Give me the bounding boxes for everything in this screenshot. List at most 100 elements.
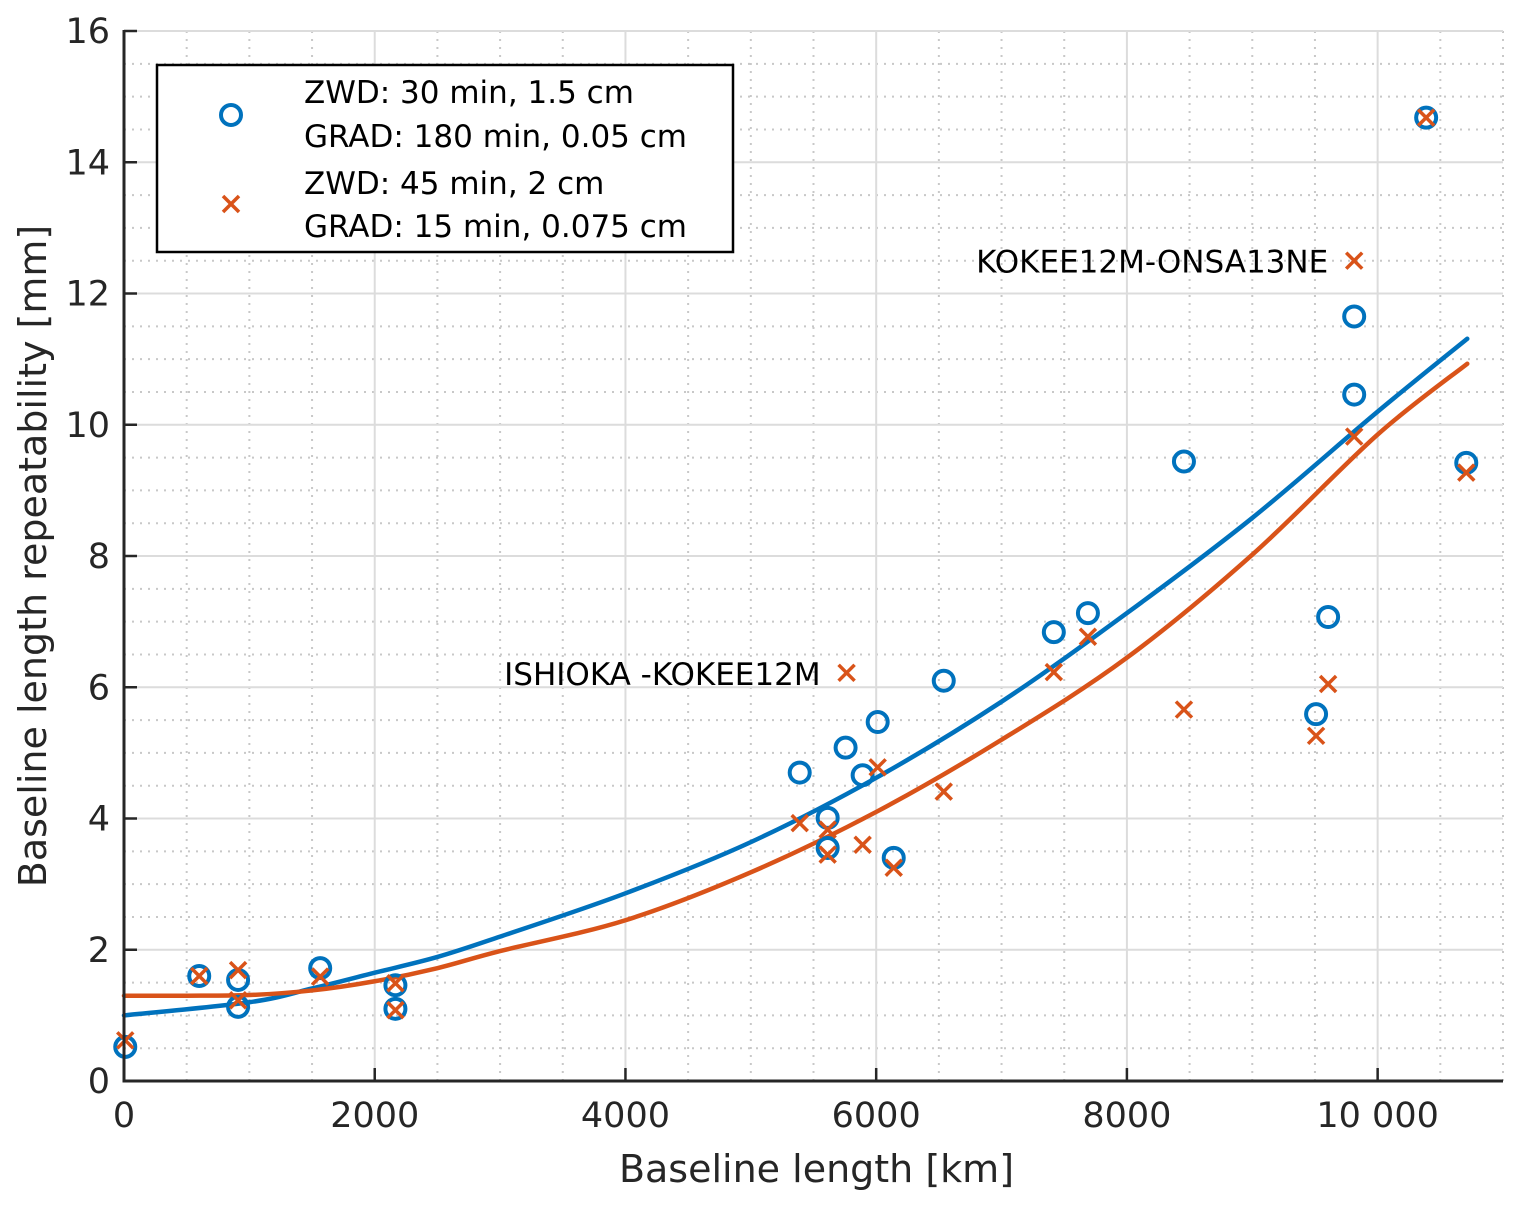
y-axis-title: Baseline length repeatability [mm] bbox=[11, 225, 55, 887]
x-point bbox=[934, 782, 953, 801]
x-stroke bbox=[1318, 674, 1338, 694]
x-point bbox=[228, 991, 248, 1010]
x-stroke bbox=[934, 782, 953, 801]
x-stroke bbox=[386, 973, 405, 993]
x-point bbox=[818, 820, 837, 839]
x-point bbox=[1306, 726, 1326, 746]
x-point bbox=[853, 835, 872, 854]
circle-point bbox=[1304, 702, 1329, 727]
x-point bbox=[790, 813, 809, 833]
circle-point bbox=[1041, 620, 1066, 645]
x-point bbox=[884, 858, 903, 877]
fit-curves bbox=[121, 336, 1470, 1018]
circle-point bbox=[383, 996, 408, 1021]
circle-point bbox=[383, 973, 408, 998]
x-point bbox=[228, 960, 248, 980]
legend-marker-2 bbox=[221, 194, 241, 214]
x-point bbox=[1174, 700, 1194, 719]
x-stroke bbox=[1078, 627, 1098, 646]
legend-box bbox=[155, 63, 735, 254]
x-stroke bbox=[1174, 700, 1194, 719]
x-point bbox=[1457, 463, 1476, 482]
x-point bbox=[1318, 674, 1338, 694]
circle-point bbox=[226, 967, 251, 992]
annotations: ISHIOKA -KOKEE12M KOKEE12M-ONSA13NE bbox=[504, 245, 1328, 693]
x-tick-label: 6000 bbox=[832, 1096, 921, 1136]
x-stroke bbox=[818, 820, 837, 839]
circle-point bbox=[1171, 449, 1196, 474]
legend-marker-1 bbox=[219, 103, 243, 127]
data-markers bbox=[113, 105, 1479, 1059]
y-tick-label: 12 bbox=[65, 275, 110, 315]
x-point bbox=[837, 663, 856, 683]
legend: ZWD: 30 min, 1.5 cm GRAD: 180 min, 0.05 c… bbox=[155, 63, 735, 254]
x-point bbox=[1344, 427, 1364, 446]
x-stroke bbox=[853, 835, 872, 854]
x-tick-label: 4000 bbox=[581, 1096, 670, 1136]
circle-point bbox=[787, 760, 812, 785]
x-stroke bbox=[310, 967, 330, 986]
legend-entry-text: GRAD: 15 min, 0.075 cm bbox=[304, 209, 687, 245]
x-stroke bbox=[221, 194, 241, 214]
circle-point bbox=[1342, 382, 1367, 407]
x-tick-label: 0 bbox=[113, 1096, 135, 1136]
x-stroke bbox=[189, 966, 209, 986]
circle-point bbox=[833, 735, 858, 760]
legend-entry-text: ZWD: 45 min, 2 cm bbox=[304, 166, 604, 202]
circle-point bbox=[1454, 450, 1479, 475]
x-stroke bbox=[386, 1000, 405, 1020]
circle-point bbox=[1414, 105, 1439, 130]
x-point bbox=[386, 973, 405, 993]
minor-grid bbox=[124, 31, 1504, 1081]
y-tick-label: 2 bbox=[88, 931, 110, 971]
x-point bbox=[386, 1000, 405, 1020]
circle-point bbox=[815, 836, 840, 861]
circle-point bbox=[865, 710, 890, 735]
annotation-label: ISHIOKA -KOKEE12M bbox=[504, 657, 820, 693]
x-stroke bbox=[1457, 463, 1476, 482]
x-tick-label: 8000 bbox=[1082, 1096, 1171, 1136]
x-stroke bbox=[1344, 427, 1364, 446]
x-point bbox=[189, 966, 209, 986]
x-point bbox=[868, 758, 887, 777]
fit-curve-2 bbox=[121, 361, 1470, 998]
circle-point bbox=[931, 668, 956, 693]
x-stroke bbox=[884, 858, 903, 877]
x-stroke bbox=[818, 845, 837, 864]
x-stroke bbox=[1344, 251, 1364, 270]
axes bbox=[122, 29, 1503, 1083]
circle-point bbox=[1342, 304, 1367, 329]
y-tick-label: 0 bbox=[88, 1062, 110, 1102]
x-point bbox=[1416, 108, 1436, 127]
legend-entry-text: ZWD: 30 min, 1.5 cm bbox=[304, 75, 634, 111]
y-tick-label: 6 bbox=[88, 668, 110, 708]
x-stroke bbox=[837, 663, 856, 683]
x-stroke bbox=[1416, 108, 1436, 127]
x-point bbox=[310, 967, 330, 986]
x-tick-label: 10 000 bbox=[1316, 1096, 1438, 1136]
circle-point bbox=[850, 763, 875, 788]
circle-point bbox=[1316, 605, 1341, 630]
x-axis-title: Baseline length [km] bbox=[619, 1147, 1014, 1191]
fit-curve-1 bbox=[121, 336, 1470, 1018]
legend-entry-text: GRAD: 180 min, 0.05 cm bbox=[304, 119, 687, 155]
major-grid bbox=[124, 30, 1503, 1081]
x-stroke bbox=[228, 960, 248, 980]
y-tick-label: 10 bbox=[65, 406, 110, 446]
annotation-label: KOKEE12M-ONSA13NE bbox=[976, 245, 1328, 281]
x-stroke bbox=[790, 813, 809, 833]
x-point bbox=[818, 845, 837, 864]
y-tick-label: 8 bbox=[88, 537, 110, 577]
x-point bbox=[1044, 662, 1064, 682]
y-tick-label: 16 bbox=[65, 12, 110, 52]
y-tick-label: 14 bbox=[65, 143, 110, 183]
x-point bbox=[1078, 627, 1098, 646]
x-stroke bbox=[1306, 726, 1326, 746]
x-stroke bbox=[228, 991, 248, 1010]
tick-labels: 0 2000 4000 6000 8000 10 000 0 2 4 6 8 10 12 14 16 bbox=[65, 12, 1438, 1136]
x-point bbox=[1344, 251, 1364, 270]
x-stroke bbox=[1044, 662, 1064, 682]
x-stroke bbox=[868, 758, 887, 777]
x-tick-label: 2000 bbox=[330, 1096, 419, 1136]
